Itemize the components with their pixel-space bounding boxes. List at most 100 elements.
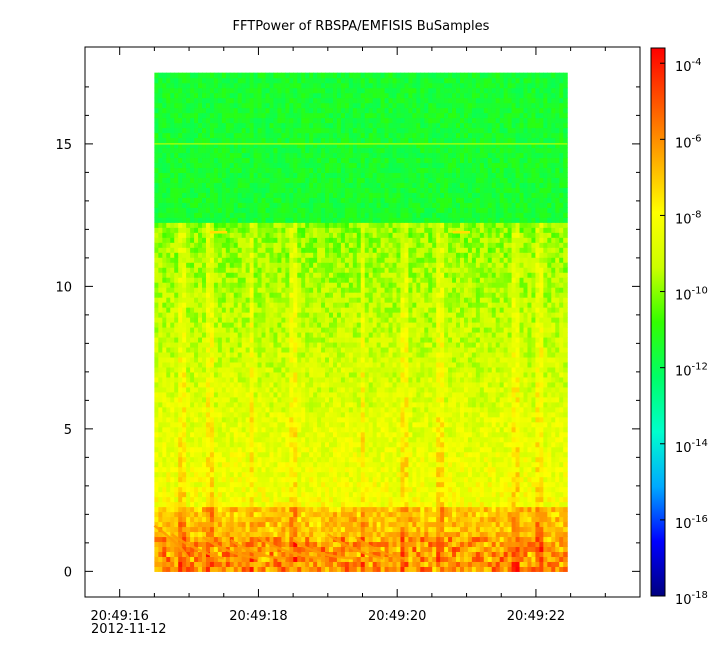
heatmap-cell	[444, 341, 449, 348]
heatmap-cell	[321, 496, 326, 503]
heatmap-cell	[452, 376, 457, 383]
heatmap-cell	[313, 426, 318, 433]
heatmap-cell	[372, 366, 378, 373]
heatmap-cell	[523, 521, 529, 528]
heatmap-cell	[261, 361, 267, 368]
heatmap-cell	[559, 361, 564, 368]
heatmap-cell	[225, 386, 231, 393]
heatmap-cell	[285, 441, 290, 448]
heatmap-cell	[452, 511, 457, 518]
heatmap-cell	[491, 496, 497, 503]
heatmap-cell	[225, 426, 231, 433]
heatmap-cell	[205, 476, 211, 483]
heatmap-cell	[463, 476, 469, 483]
heatmap-cell	[499, 381, 505, 388]
heatmap-cell	[372, 556, 378, 562]
heatmap-cell	[444, 501, 449, 508]
heatmap-cell	[376, 436, 382, 443]
heatmap-cell	[436, 391, 441, 398]
heatmap-cell	[237, 541, 243, 548]
heatmap-cell	[221, 486, 227, 493]
heatmap-cell	[356, 541, 362, 548]
heatmap-cell	[424, 476, 429, 483]
heatmap-cell	[257, 391, 263, 398]
heatmap-cell	[364, 526, 370, 533]
heatmap-cell	[154, 326, 159, 333]
heatmap-cell	[352, 381, 358, 388]
heatmap-cell	[368, 396, 374, 403]
heatmap-cell	[336, 341, 342, 348]
heatmap-cell	[483, 521, 489, 528]
heatmap-cell	[495, 536, 501, 543]
heatmap-cell	[448, 531, 453, 538]
heatmap-cell	[372, 376, 378, 383]
heatmap-cell	[162, 486, 167, 493]
heatmap-cell	[428, 446, 433, 453]
heatmap-cell	[305, 426, 310, 433]
heatmap-cell	[527, 331, 533, 338]
heatmap-cell	[440, 341, 445, 348]
heatmap-cell	[194, 396, 199, 403]
heatmap-cell	[467, 411, 473, 418]
heatmap-cell	[261, 486, 267, 493]
heatmap-cell	[321, 401, 326, 408]
heatmap-cell	[467, 421, 473, 428]
heatmap-cell	[364, 516, 370, 523]
heatmap-cell	[277, 466, 282, 473]
heatmap-cell	[416, 456, 421, 463]
heatmap-cell	[495, 416, 501, 423]
heatmap-cell	[237, 351, 243, 358]
heatmap-cell	[269, 561, 275, 567]
heatmap-cell	[463, 331, 469, 338]
heatmap-cell	[182, 336, 187, 343]
heatmap-cell	[194, 346, 199, 353]
heatmap-cell	[329, 411, 334, 418]
heatmap-cell	[186, 446, 191, 453]
heatmap-cell	[162, 481, 167, 488]
heatmap-cell	[261, 456, 267, 463]
heatmap-cell	[420, 511, 425, 518]
heatmap-cell	[384, 436, 390, 443]
heatmap-cell	[448, 391, 453, 398]
heatmap-cell	[313, 451, 318, 458]
heatmap-cell	[194, 501, 199, 508]
heatmap-cell	[420, 416, 425, 423]
heatmap-cell	[523, 386, 529, 393]
heatmap-cell	[507, 401, 513, 408]
heatmap-cell	[154, 456, 159, 463]
heatmap-cell	[364, 536, 370, 543]
heatmap-cell	[456, 406, 461, 413]
heatmap-cell	[217, 341, 223, 348]
heatmap-cell	[535, 491, 540, 498]
heatmap-cell	[162, 471, 167, 478]
heatmap-cell	[336, 496, 342, 503]
heatmap-cell	[499, 501, 505, 508]
heatmap-cell	[384, 431, 390, 438]
heatmap-cell	[297, 501, 302, 508]
heatmap-cell	[519, 366, 525, 373]
heatmap-cell	[233, 561, 239, 567]
heatmap-cell	[511, 386, 517, 393]
heatmap-cell	[154, 521, 159, 528]
heatmap-cell	[241, 361, 247, 368]
heatmap-cell	[440, 436, 445, 443]
heatmap-cell	[559, 396, 564, 403]
heatmap-cell	[154, 441, 159, 448]
heatmap-cell	[404, 481, 409, 488]
heatmap-cell	[158, 376, 163, 383]
heatmap-cell	[360, 456, 366, 463]
heatmap-cell	[539, 401, 544, 408]
heatmap-cell	[336, 551, 342, 557]
heatmap-cell	[356, 461, 362, 468]
heatmap-cell	[178, 541, 183, 548]
heatmap-cell	[325, 481, 330, 488]
heatmap-cell	[364, 456, 370, 463]
heatmap-cell	[229, 366, 235, 373]
heatmap-cell	[467, 476, 473, 483]
heatmap-cell	[360, 431, 366, 438]
heatmap-cell	[531, 461, 537, 468]
heatmap-cell	[487, 416, 493, 423]
heatmap-cell	[297, 341, 302, 348]
heatmap-cell	[551, 426, 556, 433]
heatmap-cell	[380, 336, 386, 343]
